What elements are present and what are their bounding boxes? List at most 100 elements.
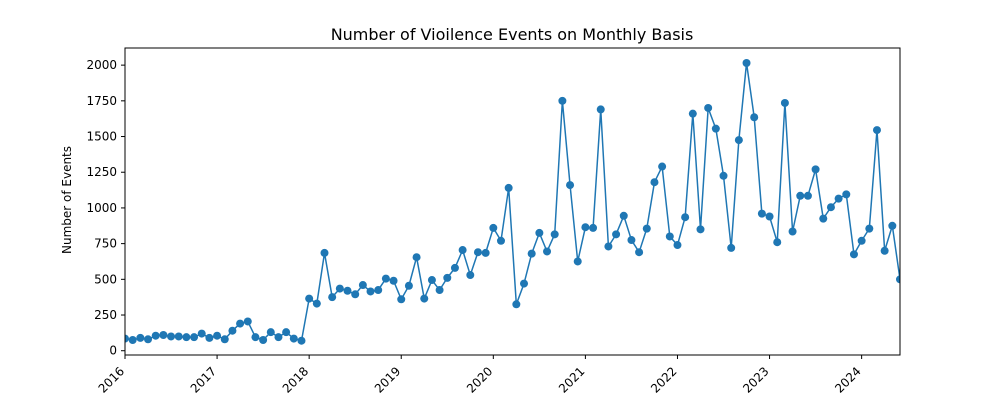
data-point [681,213,690,222]
y-axis-label: Number of Events [60,146,74,254]
data-point [473,248,482,257]
data-point [274,333,283,342]
y-tick-label: 1000 [86,201,117,215]
data-point [834,194,843,203]
x-tick-label: 2019 [372,364,403,395]
x-tick-label: 2023 [740,364,771,395]
data-point [627,236,636,245]
data-point [796,191,805,200]
data-point [581,223,590,232]
x-tick-label: 2017 [188,364,219,395]
data-point [320,248,329,257]
data-point [888,221,897,230]
data-point [343,286,352,295]
data-point [727,243,736,252]
data-point [297,336,306,345]
data-point [696,225,705,234]
data-point [312,299,321,308]
data-point [842,190,851,199]
data-point [167,332,176,341]
data-point [589,223,598,232]
data-point [251,333,260,342]
data-point [880,246,889,255]
data-point [125,334,129,343]
data-point [619,211,628,220]
data-point [512,300,521,309]
data-point [374,286,383,295]
data-point [573,257,582,266]
data-point [159,331,168,340]
data-point [435,286,444,295]
data-point [427,276,436,285]
data-point [635,248,644,257]
data-point [289,334,298,343]
y-axis: 0 250 500 750 1000 1250 1500 1750 2000 [86,58,125,358]
y-tick-label: 250 [94,308,117,322]
chart-title: Number of Vioilence Events on Monthly Ba… [331,25,694,44]
data-point [550,230,559,239]
data-point [535,228,544,237]
data-point [358,281,367,290]
data-point [612,230,621,239]
data-point [688,109,697,118]
data-point [190,333,199,342]
plot-frame [124,47,901,356]
data-point [412,253,421,262]
data-point [228,326,237,335]
plot-area [125,58,900,345]
data-point [282,328,291,337]
data-point [773,238,782,247]
data-point [803,191,812,200]
data-point [566,181,575,190]
data-point [711,124,720,133]
data-point [481,248,490,257]
data-point [174,332,183,341]
data-point [658,162,667,171]
y-tick-label: 500 [94,272,117,286]
data-point [466,271,475,280]
data-point [197,329,206,338]
data-point [205,333,214,342]
data-point [366,287,375,296]
data-point [136,333,145,342]
data-point [596,105,605,114]
data-point [642,224,651,233]
data-point [819,214,828,223]
data-point [128,336,137,345]
data-point [266,328,275,337]
data-point [750,113,759,122]
data-point [665,232,674,241]
data-point [811,165,820,174]
data-point [734,136,743,145]
data-point [404,281,413,290]
data-point [865,224,874,233]
data-point [213,331,222,340]
x-tick-label: 2018 [280,364,311,395]
data-point [604,242,613,251]
y-tick-label: 1500 [86,130,117,144]
data-point [351,290,360,299]
x-tick-label: 2022 [648,364,679,395]
data-point [527,249,536,258]
data-point [397,295,406,304]
data-point [704,103,713,112]
data-point [381,274,390,283]
data-point [328,293,337,302]
data-point [788,227,797,236]
data-point [443,273,452,282]
data-point [489,223,498,232]
data-point [558,96,567,105]
data-point [780,98,789,107]
data-point [757,209,766,218]
data-point [765,212,774,221]
data-point [420,294,429,303]
data-point [496,236,505,245]
data-point [151,331,160,340]
data-point [458,246,467,255]
data-point [673,241,682,250]
y-tick-label: 0 [109,344,117,358]
x-tick-label: 2021 [556,364,587,395]
data-point [220,335,229,344]
data-point [826,203,835,212]
data-point [259,336,268,345]
